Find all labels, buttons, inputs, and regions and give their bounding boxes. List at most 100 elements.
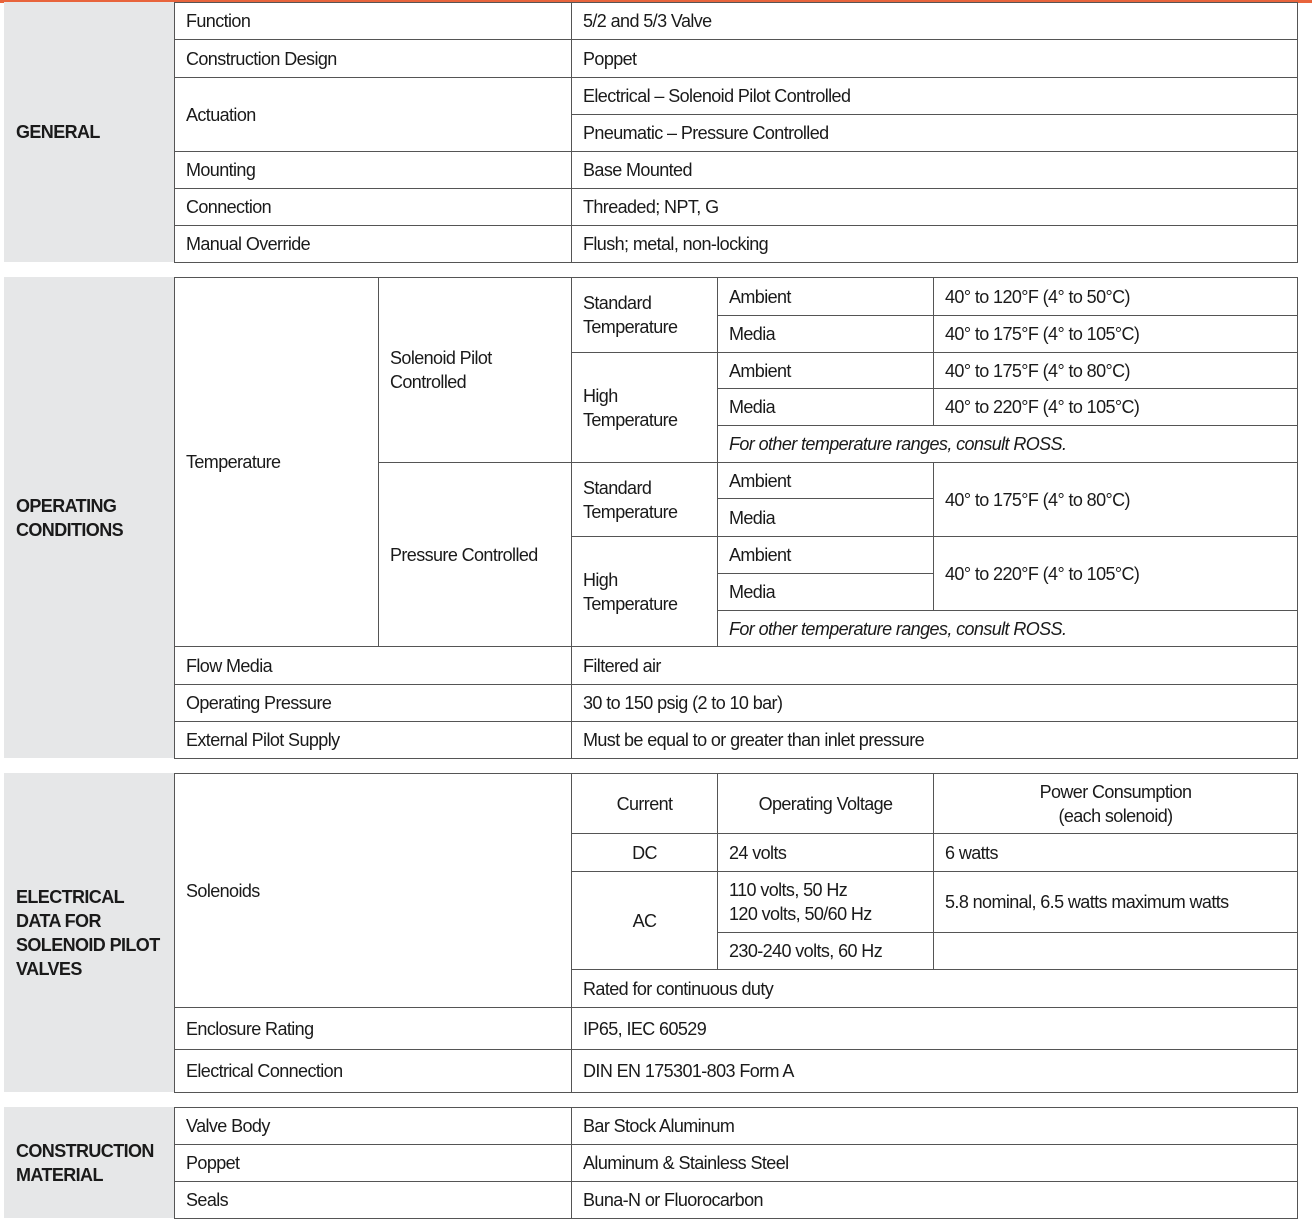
row-value: Filtered air: [571, 646, 1298, 685]
table-row: High Temperature Ambient 40° to 220°F (4…: [175, 536, 1298, 647]
row-label: Enclosure Rating: [173, 1007, 573, 1050]
table-row: Media: [175, 573, 1298, 611]
row-value: Poppet: [570, 39, 1299, 78]
high-temp-label: High Temperature: [571, 536, 718, 647]
row-label: External Pilot Supply: [174, 721, 572, 759]
row-label: Actuation: [174, 77, 572, 152]
row-value: Threaded; NPT, G: [570, 188, 1299, 226]
row-label: Connection: [174, 188, 572, 226]
table-row: Pneumatic – Pressure Controlled: [175, 114, 1299, 152]
table-row: High Temperature Ambient 40° to 175°F (4…: [175, 352, 1298, 463]
table-row: Flow Media Filtered air: [174, 646, 1298, 685]
ambient-label: Ambient: [717, 352, 934, 389]
section-label: OPERATING CONDITIONS: [4, 277, 174, 758]
table-row: External Pilot Supply Must be equal to or…: [174, 721, 1298, 759]
power-ac-2: [933, 932, 1299, 970]
header-power: Power Consumption (each solenoid): [933, 773, 1299, 834]
temperature-note: For other temperature ranges, consult RO…: [717, 425, 1298, 463]
row-value: Flush; metal, non-locking: [570, 225, 1299, 263]
row-value: 30 to 150 psig (2 to 10 bar): [571, 684, 1298, 722]
table-row: Media: [175, 498, 1298, 537]
row-value: Buna-N or Fluorocarbon: [571, 1181, 1299, 1219]
table-row: Enclosure Rating IP65, IEC 60529: [173, 1007, 1299, 1050]
power-ac-1: 5.8 nominal, 6.5 watts maximum watts: [933, 871, 1299, 933]
current-dc: DC: [571, 833, 719, 872]
section-title: GENERAL: [16, 122, 100, 142]
table-row: Manual Override Flush; metal, non-locking: [174, 225, 1299, 263]
ambient-label: Ambient: [717, 277, 934, 316]
table-row: Valve Body Bar Stock Aluminum: [173, 1107, 1299, 1145]
temperature-label: Temperature: [174, 277, 379, 647]
section-title: CONSTRUCTION MATERIAL: [16, 1140, 154, 1185]
media-label: Media: [717, 388, 934, 426]
general-table: Function 5/2 and 5/3 Valve Construction D…: [174, 2, 1299, 263]
electrical-table: Solenoids Current Operating Voltage Powe…: [173, 773, 1299, 1093]
accent-top-rule: [0, 0, 1312, 3]
table-row: Media 40° to 175°F (4° to 105°C): [175, 315, 1298, 353]
row-value: Pneumatic – Pressure Controlled: [570, 114, 1299, 152]
row-label: Flow Media: [174, 646, 572, 685]
row-value: IP65, IEC 60529: [571, 1007, 1299, 1050]
row-label: Mounting: [174, 151, 572, 189]
table-row: Construction Design Poppet: [174, 39, 1299, 78]
table-row: Rated for continuous duty: [175, 969, 1299, 1008]
table-row: AC 110 volts, 50 Hz 120 volts, 50/60 Hz …: [175, 871, 1299, 970]
table-row: Operating Pressure 30 to 150 psig (2 to 1…: [174, 684, 1298, 722]
section-title: OPERATING CONDITIONS: [16, 495, 124, 540]
row-label: Construction Design: [174, 39, 572, 78]
table-row: For other temperature ranges, consult RO…: [175, 610, 1298, 647]
row-value: DIN EN 175301-803 Form A: [571, 1049, 1299, 1093]
table-row: Poppet Aluminum & Stainless Steel: [173, 1144, 1299, 1182]
row-label: Operating Pressure: [174, 684, 572, 722]
section-construction-material: CONSTRUCTION MATERIAL Valve Body Bar Stoc…: [4, 1107, 1299, 1219]
media-label: Media: [717, 573, 934, 611]
table-row: For other temperature ranges, consult RO…: [175, 425, 1298, 463]
section-label: CONSTRUCTION MATERIAL: [4, 1107, 174, 1218]
voltage-ac-1: 110 volts, 50 Hz 120 volts, 50/60 Hz: [717, 871, 935, 933]
media-value: 40° to 175°F (4° to 105°C): [933, 315, 1298, 353]
temp-value: 40° to 220°F (4° to 105°C): [933, 536, 1298, 611]
temperature-note: For other temperature ranges, consult RO…: [717, 610, 1298, 647]
standard-temp-label: Standard Temperature: [571, 277, 718, 353]
duty-rating: Rated for continuous duty: [571, 969, 1299, 1008]
section-general: GENERAL Function 5/2 and 5/3 Valve Constr…: [4, 2, 1299, 263]
row-label: Seals: [173, 1181, 573, 1219]
ambient-value: 40° to 175°F (4° to 80°C): [933, 352, 1298, 389]
row-value: Electrical – Solenoid Pilot Controlled: [570, 77, 1299, 115]
section-title: ELECTRICAL DATA FOR SOLENOID PILOT VALVE…: [16, 886, 160, 979]
header-current: Current: [571, 773, 719, 834]
solenoids-label: Solenoids: [173, 773, 573, 1008]
row-label: Valve Body: [173, 1107, 573, 1145]
row-value: Aluminum & Stainless Steel: [571, 1144, 1299, 1182]
section-electrical: ELECTRICAL DATA FOR SOLENOID PILOT VALVE…: [4, 773, 1299, 1093]
table-row: Mounting Base Mounted: [174, 151, 1299, 189]
ambient-label: Ambient: [717, 462, 934, 499]
media-value: 40° to 220°F (4° to 105°C): [933, 388, 1298, 426]
row-label: Poppet: [173, 1144, 573, 1182]
temp-value: 40° to 175°F (4° to 80°C): [933, 462, 1298, 537]
section-label: ELECTRICAL DATA FOR SOLENOID PILOT VALVE…: [4, 773, 174, 1092]
table-row: Temperature Solenoid Pilot Controlled St…: [174, 277, 1298, 647]
current-ac: AC: [571, 871, 719, 970]
section-label: GENERAL: [4, 2, 174, 262]
power-dc: 6 watts: [933, 833, 1299, 872]
table-row: Seals Buna-N or Fluorocarbon: [173, 1181, 1299, 1219]
ambient-value: 40° to 120°F (4° to 50°C): [933, 277, 1298, 316]
table-row: Pressure Controlled Standard Temperature…: [175, 462, 1298, 647]
voltage-dc: 24 volts: [717, 833, 935, 872]
table-row: Solenoids Current Operating Voltage Powe…: [173, 773, 1299, 1008]
row-value: Must be equal to or greater than inlet p…: [571, 721, 1298, 759]
section-operating-conditions: OPERATING CONDITIONS Temperature Solenoi…: [4, 277, 1298, 759]
row-value: Base Mounted: [570, 151, 1299, 189]
row-label: Function: [174, 2, 572, 40]
high-temp-label: High Temperature: [571, 352, 718, 463]
row-value: Bar Stock Aluminum: [571, 1107, 1299, 1145]
media-label: Media: [717, 498, 934, 537]
row-label: Manual Override: [174, 225, 572, 263]
row-label: Electrical Connection: [173, 1049, 573, 1093]
table-row: Electrical Connection DIN EN 175301-803 F…: [173, 1049, 1299, 1093]
construction-table: Valve Body Bar Stock Aluminum Poppet Alumi…: [173, 1107, 1299, 1219]
header-voltage: Operating Voltage: [717, 773, 935, 834]
table-row: Function 5/2 and 5/3 Valve: [174, 2, 1299, 40]
operating-table: Temperature Solenoid Pilot Controlled St…: [174, 277, 1298, 759]
